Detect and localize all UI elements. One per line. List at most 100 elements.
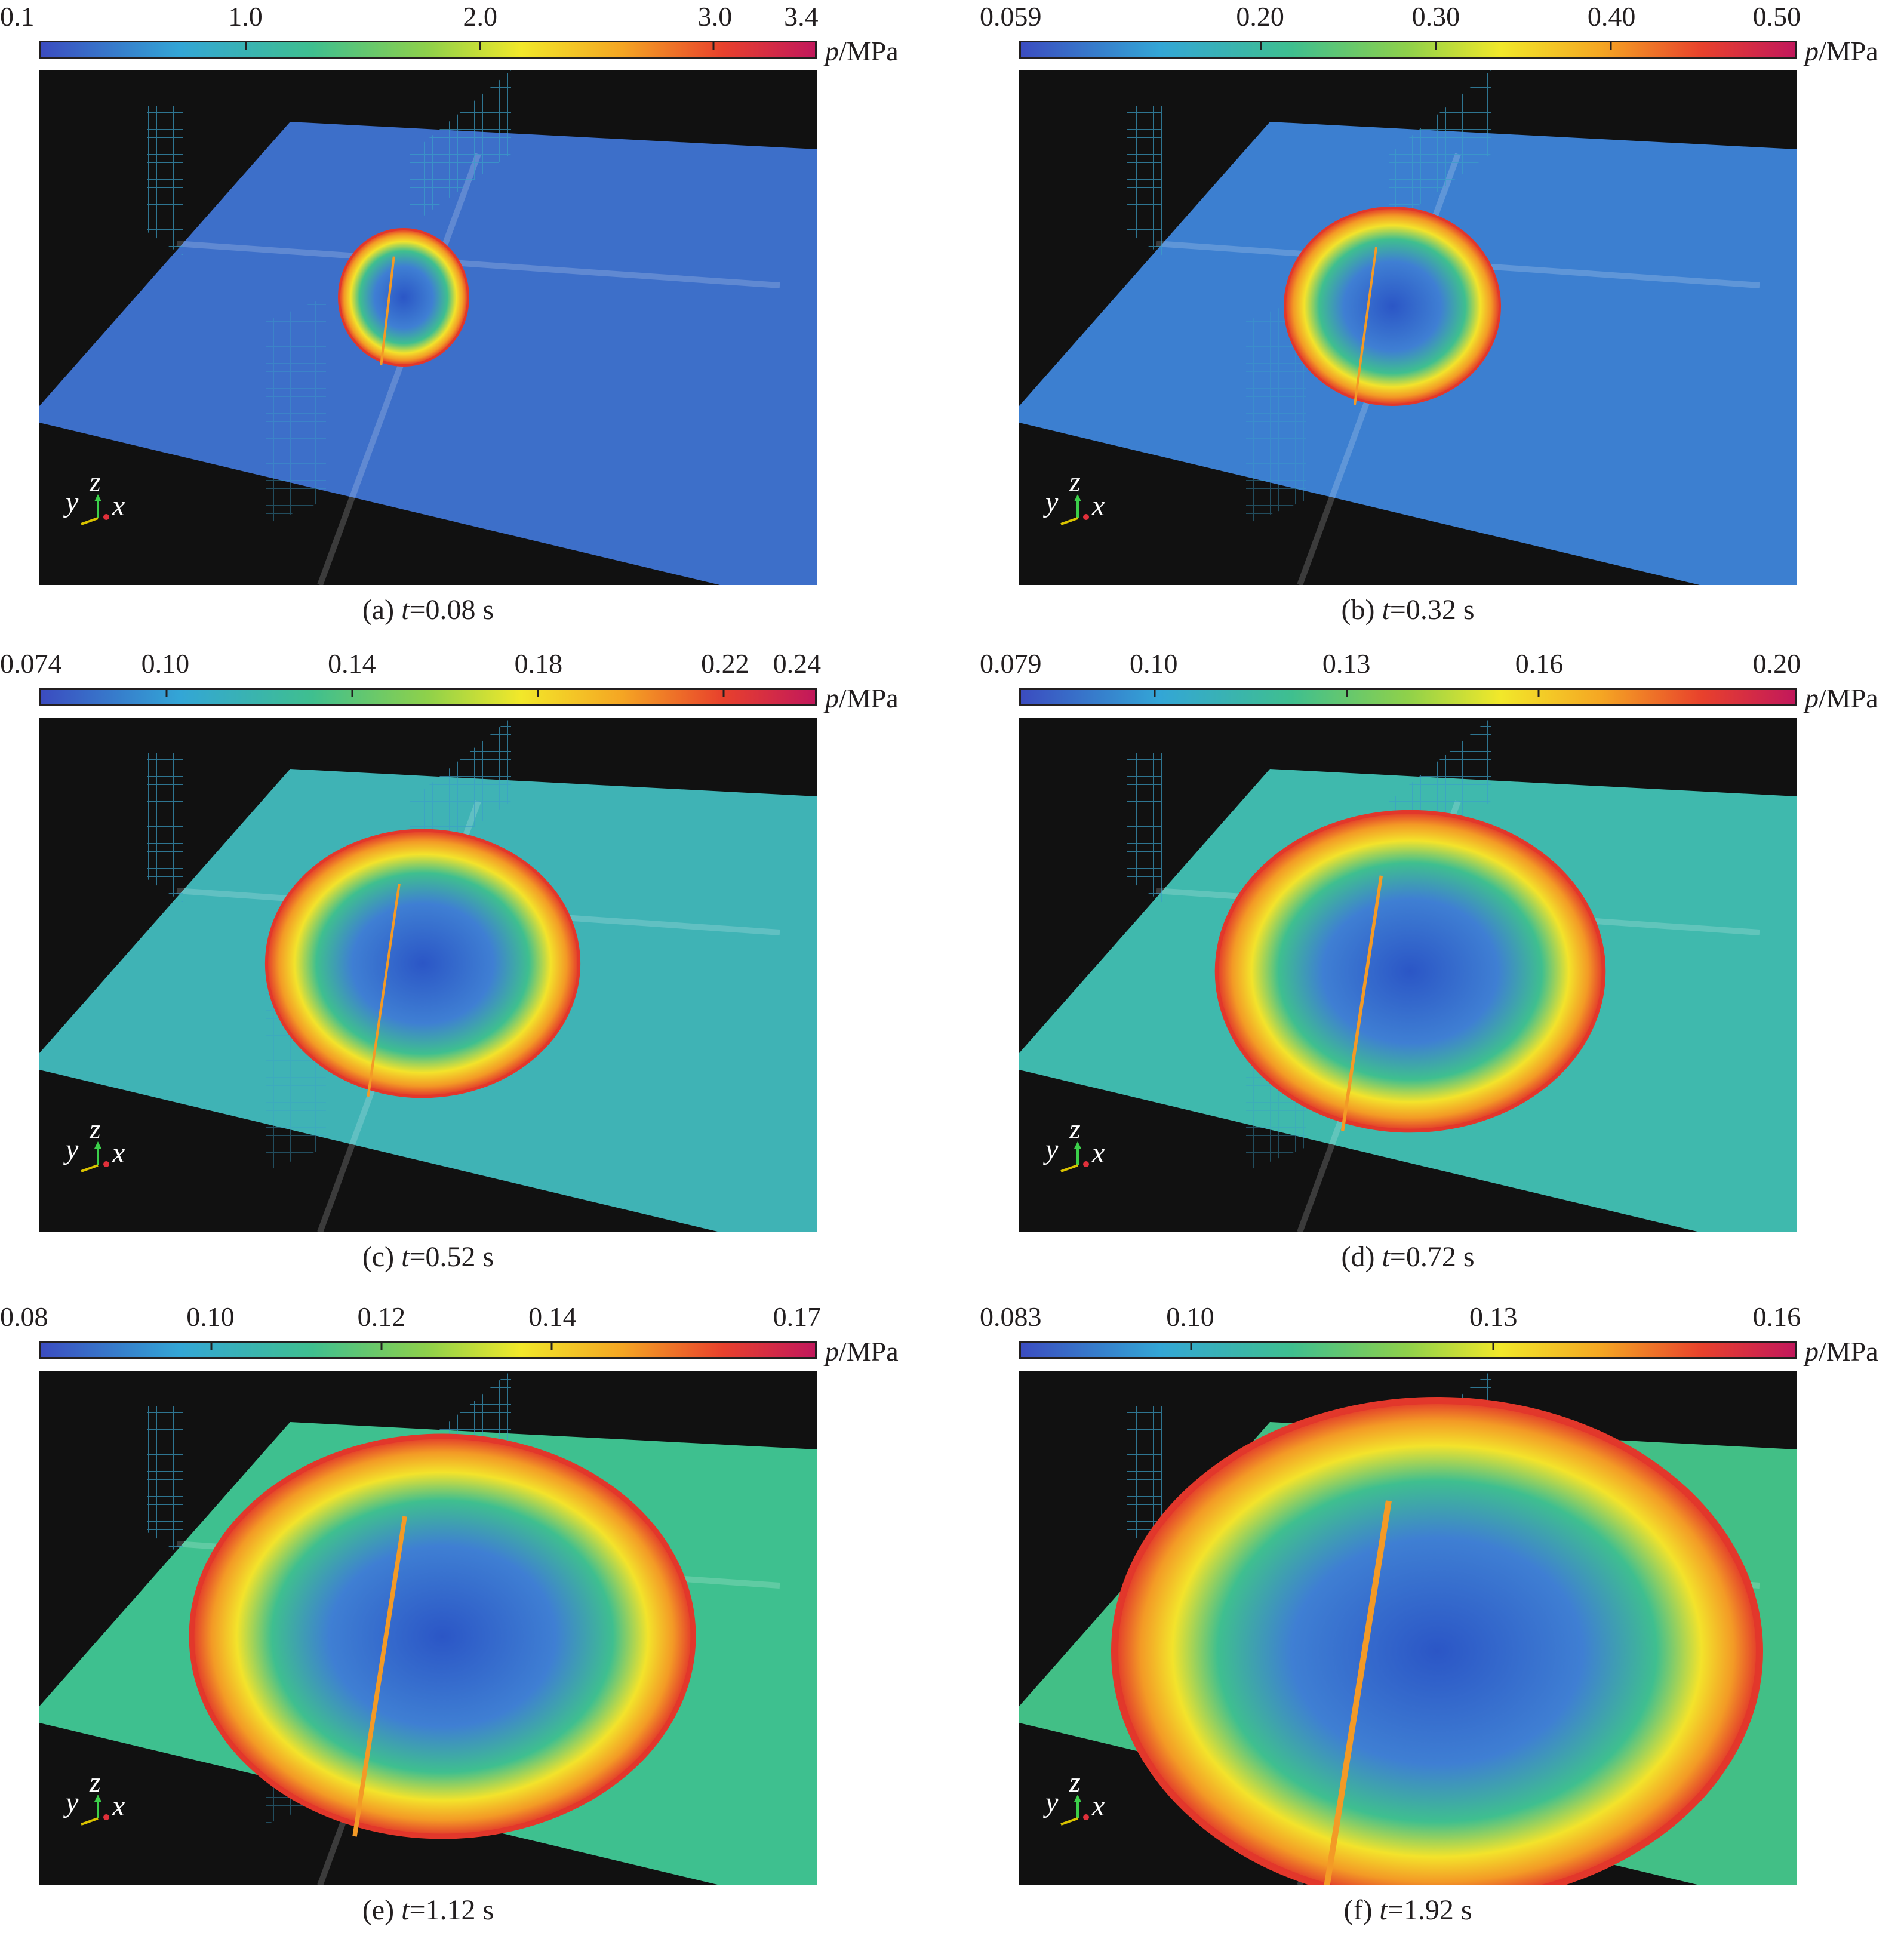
pressure-front	[1217, 812, 1604, 1131]
y-axis-label: y	[1045, 1134, 1059, 1165]
pressure-front	[1115, 1401, 1760, 1885]
pressure-front-rim	[1214, 810, 1606, 1133]
pressure-front-rim	[338, 228, 469, 367]
caption-prefix: (f)	[1343, 1894, 1380, 1926]
colorbar-tick-label: 0.22	[701, 648, 749, 679]
simulation-svg	[1019, 1371, 1797, 1885]
z-axis-arrowhead	[1074, 1141, 1081, 1149]
z-axis-label: z	[90, 1766, 101, 1798]
mesh-wall-left	[147, 106, 183, 256]
panel-caption: (e) t=1.12 s	[39, 1892, 817, 1928]
symmetry-cut	[1340, 875, 1383, 1131]
colorbar-tick-label: 0.17	[773, 1301, 822, 1332]
colorbar-tick-labels: 0.08 0.10 0.12 0.14 0.17	[0, 1300, 857, 1336]
colorbar-tick-label: 0.20	[1236, 1, 1284, 32]
unit-text: /MPa	[839, 36, 899, 66]
symmetry-cut	[380, 256, 395, 366]
caption-variable: t	[1382, 1241, 1390, 1273]
colorbar-tick-mark	[479, 42, 481, 50]
mesh-wall-left	[147, 753, 183, 903]
colorbar-tick-label: 0.16	[1515, 648, 1564, 679]
colorbar-unit-label: p/MPa	[1805, 1335, 1878, 1368]
z-axis-label: z	[1069, 1766, 1081, 1798]
pressure-front	[1285, 208, 1500, 405]
axis-triad-svg	[1060, 1141, 1089, 1172]
figure-panel: 0.079 0.10 0.13 0.16 0.20 p/MPa y z x (d) t=0.72 …	[980, 647, 1904, 1286]
pressure-front-rim	[189, 1433, 696, 1839]
colorbar-tick-mark	[1537, 690, 1540, 697]
colorbar-tick-label: 0.074	[0, 648, 62, 679]
panel-caption: (a) t=0.08 s	[39, 592, 817, 628]
z-axis-arrowhead	[1074, 1795, 1081, 1802]
colorbar-tick-label: 0.50	[1752, 1, 1801, 32]
colorbar-tick-mark	[1190, 1343, 1192, 1350]
unit-variable: p	[1805, 1336, 1819, 1366]
simulation-svg	[39, 718, 817, 1232]
colorbar-tick-label: 3.4	[784, 1, 819, 32]
caption-variable: t	[1382, 594, 1390, 626]
colorbar	[1019, 41, 1797, 59]
y-axis-label: y	[1045, 1787, 1059, 1818]
colorbar-tick-labels: 0.1 1.0 2.0 3.0 3.4	[0, 0, 857, 36]
caption-value: =0.32 s	[1389, 594, 1475, 626]
colorbar-tick-label: 0.14	[528, 1301, 577, 1332]
colorbar-tick-mark	[351, 690, 353, 697]
symmetry-cut	[367, 884, 401, 1097]
pressure-front	[192, 1436, 693, 1836]
x-axis-marker	[1083, 1161, 1089, 1167]
colorbar-tick-label: 0.13	[1322, 648, 1371, 679]
y-axis-arrow	[81, 1164, 99, 1172]
colorbar-tick-mark	[380, 1343, 383, 1350]
colorbar-tick-mark	[1260, 42, 1262, 50]
mesh-wall-back	[410, 70, 511, 226]
x-axis-marker	[1083, 1814, 1089, 1820]
colorbar-tick-label: 0.20	[1752, 648, 1801, 679]
x-axis-label: x	[112, 1790, 125, 1822]
unit-variable: p	[1805, 36, 1819, 66]
mesh-wall-left	[147, 1406, 183, 1556]
z-axis-arrowhead	[94, 494, 101, 501]
panel-caption: (f) t=1.92 s	[1019, 1892, 1797, 1928]
y-axis-label: y	[66, 1787, 79, 1818]
colorbar-unit-label: p/MPa	[1805, 35, 1878, 68]
simulation-svg	[39, 1371, 817, 1885]
caption-value: =0.08 s	[409, 594, 494, 626]
ground-crease	[176, 241, 780, 288]
z-axis-label: z	[1069, 466, 1081, 498]
mesh-wall-left	[1127, 106, 1162, 256]
pressure-front-rim	[264, 829, 581, 1098]
colorbar-tick-mark	[722, 690, 725, 697]
z-axis-arrowhead	[1074, 494, 1081, 501]
caption-prefix: (d)	[1341, 1241, 1382, 1273]
caption-prefix: (b)	[1341, 594, 1382, 626]
x-axis-marker	[1083, 514, 1089, 520]
unit-variable: p	[825, 1336, 839, 1366]
colorbar-tick-mark	[1435, 42, 1437, 50]
colorbar	[39, 1341, 817, 1359]
symmetry-cut	[1354, 247, 1377, 405]
simulation-svg	[39, 70, 817, 585]
figure-panel: 0.074 0.10 0.14 0.18 0.22 0.24 p/MPa y z x (c) t=0…	[0, 647, 955, 1286]
x-axis-label: x	[1092, 1790, 1105, 1822]
colorbar	[1019, 688, 1797, 706]
simulation-svg	[1019, 70, 1797, 585]
x-axis-label: x	[112, 1137, 125, 1169]
caption-variable: t	[401, 1894, 410, 1926]
colorbar-tick-label: 2.0	[463, 1, 497, 32]
colorbar-tick-mark	[245, 42, 247, 50]
colorbar	[39, 41, 817, 59]
unit-text: /MPa	[839, 1336, 899, 1366]
x-axis-label: x	[112, 490, 125, 522]
colorbar-tick-labels: 0.079 0.10 0.13 0.16 0.20	[980, 647, 1837, 683]
x-axis-label: x	[1092, 1137, 1105, 1169]
ground-crease	[317, 153, 481, 585]
pressure-front-rim	[1284, 207, 1501, 406]
symmetry-cut	[352, 1516, 407, 1837]
y-axis-arrow	[81, 1817, 99, 1826]
figure-panel: 0.1 1.0 2.0 3.0 3.4 p/MPa y z x (a) t=0.08 s	[0, 0, 955, 639]
